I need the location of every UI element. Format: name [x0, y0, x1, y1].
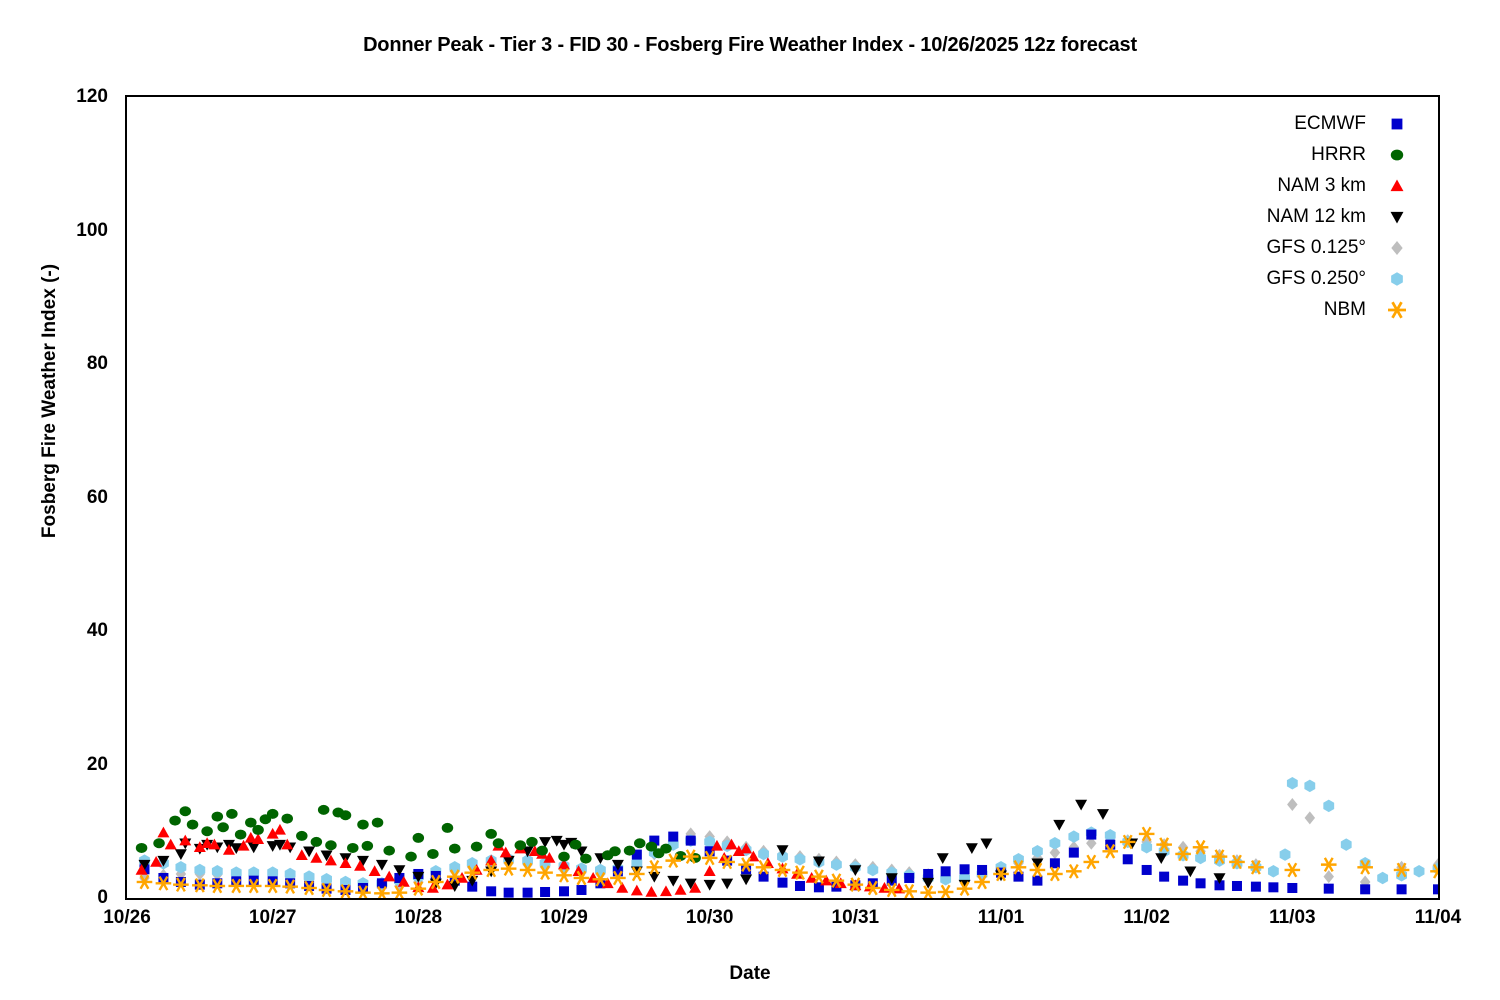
legend-item-nbm[interactable]: NBM — [1150, 294, 1410, 325]
legend-label: NBM — [1323, 298, 1366, 320]
legend-label: GFS 0.125° — [1266, 236, 1366, 258]
x-tick-label: 11/04 — [1414, 907, 1462, 928]
legend-item-gfs-0-250[interactable]: GFS 0.250° — [1150, 263, 1410, 294]
legend-marker-asterisk-icon — [1384, 297, 1410, 323]
legend-marker-hexagon-icon — [1384, 266, 1410, 292]
legend-item-nam-12-km[interactable]: NAM 12 km — [1150, 201, 1410, 232]
data-points-canvas — [135, 776, 1438, 898]
x-axis-label: Date — [729, 963, 771, 984]
legend-marker-triangle-down-icon — [1384, 204, 1410, 230]
y-tick-label: 40 — [86, 620, 108, 641]
legend-item-hrrr[interactable]: HRRR — [1150, 139, 1410, 170]
series-gfs-0-125 — [139, 798, 1438, 894]
series-hrrr — [135, 804, 701, 864]
x-tick-label: 10/31 — [831, 907, 880, 928]
legend-marker-diamond-icon — [1384, 235, 1410, 261]
y-tick-label: 0 — [97, 887, 108, 908]
x-tick-label: 10/28 — [394, 907, 443, 928]
legend-item-gfs-0-125[interactable]: GFS 0.125° — [1150, 232, 1410, 263]
legend-marker-triangle-up-icon — [1384, 173, 1410, 199]
y-tick-label: 80 — [86, 353, 108, 374]
legend-label: NAM 3 km — [1277, 174, 1366, 196]
chart-legend: ECMWF HRRR NAM 3 km NAM 12 km GFS 0.125° GFS … — [1150, 108, 1410, 325]
y-tick-label: 60 — [86, 486, 108, 508]
y-tick-label: 20 — [86, 753, 108, 775]
x-tick-label: 10/27 — [248, 907, 297, 928]
series-ecmwf — [139, 829, 1438, 898]
legend-label: HRRR — [1311, 143, 1366, 165]
legend-item-nam-3-km[interactable]: NAM 3 km — [1150, 170, 1410, 201]
y-tick-label: 120 — [76, 86, 108, 107]
legend-label: ECMWF — [1294, 112, 1366, 134]
legend-label: NAM 12 km — [1266, 205, 1366, 227]
chart-title: Donner Peak - Tier 3 - FID 30 - Fosberg … — [363, 34, 1137, 56]
y-tick-label: 100 — [76, 219, 108, 241]
legend-item-ecmwf[interactable]: ECMWF — [1150, 108, 1410, 139]
x-tick-label: 11/01 — [977, 907, 1025, 928]
series-nbm — [136, 826, 1438, 898]
series-nam-12-km — [138, 799, 1226, 892]
legend-label: GFS 0.250° — [1266, 267, 1366, 289]
x-tick-label: 10/30 — [685, 907, 734, 928]
x-tick-label: 11/02 — [1123, 907, 1170, 928]
legend-marker-circle-icon — [1384, 142, 1410, 168]
x-tick-label: 10/26 — [103, 907, 151, 928]
x-tick-label: 10/29 — [540, 907, 588, 928]
x-tick-label: 11/03 — [1269, 907, 1316, 928]
series-nam-3-km — [135, 823, 906, 897]
legend-marker-square-icon — [1384, 111, 1410, 137]
plot-area — [125, 95, 1440, 900]
